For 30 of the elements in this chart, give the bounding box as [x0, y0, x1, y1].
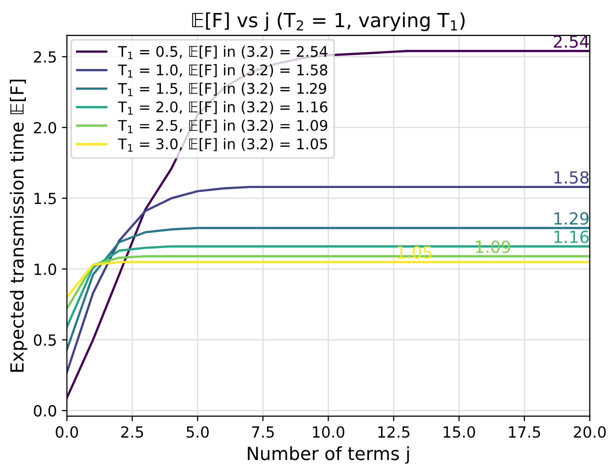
x-tick-label: 20.0 — [574, 426, 606, 438]
annotation: 2.54 — [554, 35, 589, 48]
legend-label: T$_{1}$ = 3.0, 𝔼[F] in (3.2) = 1.05 — [118, 138, 327, 152]
x-tick-label: 2.5 — [121, 426, 144, 438]
annotation: 1.29 — [554, 212, 589, 225]
y-tick-label: 1.5 — [34, 192, 56, 204]
y-axis-title: Expected transmission time 𝔼[F] — [10, 80, 28, 372]
y-tick-label: 2.5 — [34, 51, 56, 63]
legend-label: T$_{1}$ = 2.5, 𝔼[F] in (3.2) = 1.09 — [118, 120, 328, 134]
annotation: 1.16 — [554, 230, 589, 244]
x-axis-title: Number of terms j — [248, 446, 409, 464]
x-tick-label: 5.0 — [186, 426, 209, 438]
legend-label: T$_{1}$ = 0.5, 𝔼[F] in (3.2) = 2.54 — [118, 46, 328, 60]
chart-title: 𝔼[F] vs j (T$_{2}$ = 1, varying T$_{1}$) — [192, 12, 465, 32]
x-tick-label: 15.0 — [444, 426, 476, 438]
line-series — [66, 186, 590, 374]
line-series — [66, 226, 590, 351]
y-tick-label: 1.0 — [34, 263, 56, 276]
legend-label: T$_{1}$ = 1.0, 𝔼[F] in (3.2) = 1.58 — [118, 64, 328, 78]
legend-label: T$_{1}$ = 1.5, 𝔼[F] in (3.2) = 1.29 — [118, 82, 326, 96]
x-tick-label: 7.5 — [252, 426, 274, 438]
y-tick-label: 2.0 — [34, 122, 56, 134]
annotation: 1.58 — [554, 171, 589, 184]
x-tick-label: 10.0 — [312, 426, 344, 438]
x-tick-label: 17.5 — [509, 426, 540, 438]
legend-label: T$_{1}$ = 2.0, 𝔼[F] in (3.2) = 1.16 — [118, 101, 328, 115]
y-tick-label: 0.5 — [34, 334, 56, 346]
y-tick-label: 0.0 — [34, 405, 56, 417]
x-tick-label: 0.0 — [56, 426, 78, 438]
x-tick-label: 12.5 — [378, 426, 410, 438]
